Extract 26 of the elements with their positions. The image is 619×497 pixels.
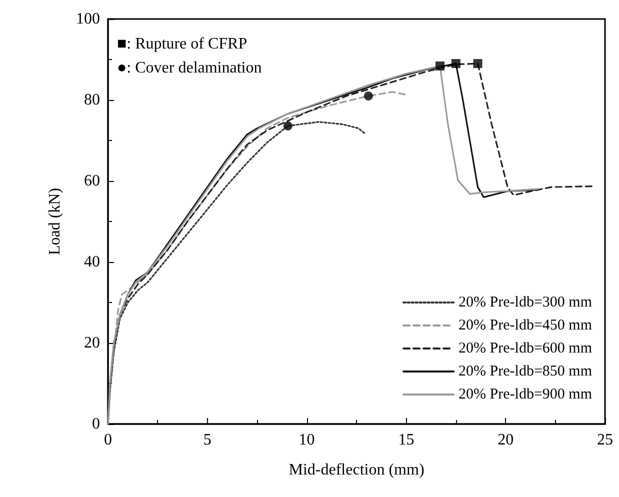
x-tick-label: 25 bbox=[597, 432, 613, 448]
point bbox=[283, 121, 292, 130]
legend-label: 20% Pre-ldb=850 mm bbox=[458, 364, 592, 380]
point bbox=[364, 91, 373, 100]
x-tick-label: 10 bbox=[298, 432, 315, 448]
x-tick-label: 5 bbox=[203, 432, 212, 448]
point bbox=[473, 59, 482, 68]
y-tick-label: 0 bbox=[92, 416, 100, 432]
y-tick-label: 20 bbox=[84, 334, 100, 352]
y-tick-label: 100 bbox=[76, 10, 100, 28]
annotation: ●: Cover delamination bbox=[117, 60, 262, 76]
y-tick-label: 60 bbox=[84, 172, 100, 190]
x-tick-label: 0 bbox=[104, 432, 112, 448]
y-tick-label: 80 bbox=[84, 92, 100, 108]
legend-label: 20% Pre-ldb=450 mm bbox=[458, 318, 592, 334]
point bbox=[451, 59, 460, 68]
y-tick-label: 40 bbox=[84, 254, 100, 270]
legend-label: 20% Pre-ldb=300 mm bbox=[458, 294, 592, 310]
legend-label: 20% Pre-ldb=600 mm bbox=[458, 340, 592, 356]
y-axis-title: Load (kN) bbox=[46, 188, 64, 256]
x-tick-label: 20 bbox=[498, 432, 514, 448]
annotation: ■: Rupture of CFRP bbox=[117, 36, 248, 52]
point bbox=[435, 61, 444, 70]
x-tick-label: 15 bbox=[398, 432, 414, 448]
x-axis-title: Mid-deflection (mm) bbox=[288, 462, 424, 478]
legend-label: 20% Pre-ldb=900 mm bbox=[458, 386, 592, 402]
